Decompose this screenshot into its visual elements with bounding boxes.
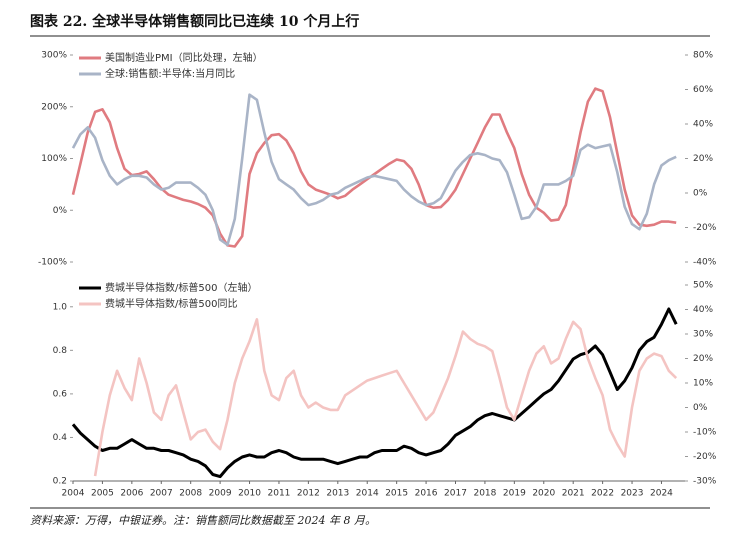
x-tick-label: 2013 xyxy=(326,489,349,499)
source-note: 资料来源：万得，中银证券。注：销售额同比数据截至 2024 年 8 月。 xyxy=(30,514,376,527)
x-tick-label: 2017 xyxy=(444,489,467,499)
x-tick-label: 2022 xyxy=(591,489,614,499)
series-line xyxy=(93,318,678,477)
x-tick-label: 2024 xyxy=(650,489,673,499)
x-tick-label: 2004 xyxy=(62,489,85,499)
y-tick-label: 300% xyxy=(41,51,67,61)
y2-tick-label: 50% xyxy=(693,281,713,291)
y2-tick-label: -10% xyxy=(693,428,717,438)
y-tick-label: 0.6 xyxy=(53,389,68,399)
y2-tick-label: 10% xyxy=(693,379,713,389)
y-tick-label: 100% xyxy=(41,154,67,164)
legend-label: 费城半导体指数/标普500同比 xyxy=(105,297,237,310)
y-tick-label: 0.4 xyxy=(53,433,68,443)
y-tick-label: 0.2 xyxy=(53,477,67,487)
y-tick-label: 1.0 xyxy=(53,302,68,312)
y2-tick-label: -30% xyxy=(693,477,717,487)
y2-tick-label: 0% xyxy=(693,189,708,199)
x-tick-label: 2008 xyxy=(179,489,202,499)
y2-tick-label: 80% xyxy=(693,51,713,61)
y2-tick-label: -20% xyxy=(693,223,717,233)
y2-tick-label: 40% xyxy=(693,120,713,130)
x-tick-label: 2015 xyxy=(385,489,408,499)
legend-label: 美国制造业PMI（同比处理，左轴） xyxy=(105,51,263,64)
x-tick-label: 2005 xyxy=(91,489,114,499)
y2-tick-label: -20% xyxy=(693,452,717,462)
y2-tick-label: 40% xyxy=(693,305,713,315)
x-tick-label: 2016 xyxy=(415,489,438,499)
x-tick-label: 2018 xyxy=(473,489,496,499)
series-line xyxy=(71,307,678,479)
y2-tick-label: 0% xyxy=(693,403,708,413)
y2-tick-label: 20% xyxy=(693,154,713,164)
legend-label: 费城半导体指数/标普500（左轴） xyxy=(105,281,257,294)
x-tick-label: 2014 xyxy=(356,489,379,499)
y-tick-label: 0% xyxy=(53,206,68,216)
y2-tick-label: -40% xyxy=(693,258,717,268)
y-tick-label: 0.8 xyxy=(53,346,68,356)
series-line xyxy=(71,87,677,248)
y2-tick-label: 30% xyxy=(693,330,713,340)
x-tick-label: 2011 xyxy=(268,489,291,499)
legend-label: 全球:销售额:半导体:当月同比 xyxy=(105,67,235,80)
y2-tick-label: 20% xyxy=(693,354,713,364)
x-tick-label: 2012 xyxy=(297,489,320,499)
x-tick-label: 2007 xyxy=(150,489,173,499)
series-line xyxy=(71,93,677,247)
x-tick-label: 2006 xyxy=(120,489,143,499)
x-tick-label: 2010 xyxy=(238,489,261,499)
x-tick-label: 2023 xyxy=(621,489,644,499)
x-tick-label: 2009 xyxy=(209,489,232,499)
x-tick-label: 2019 xyxy=(503,489,526,499)
y-tick-label: 200% xyxy=(41,102,67,112)
y-tick-label: -100% xyxy=(38,258,67,268)
x-tick-label: 2021 xyxy=(562,489,585,499)
page-title: 图表 22. 全球半导体销售额同比已连续 10 个月上行 xyxy=(30,13,359,30)
x-tick-label: 2020 xyxy=(532,489,555,499)
y2-tick-label: 60% xyxy=(693,85,713,95)
